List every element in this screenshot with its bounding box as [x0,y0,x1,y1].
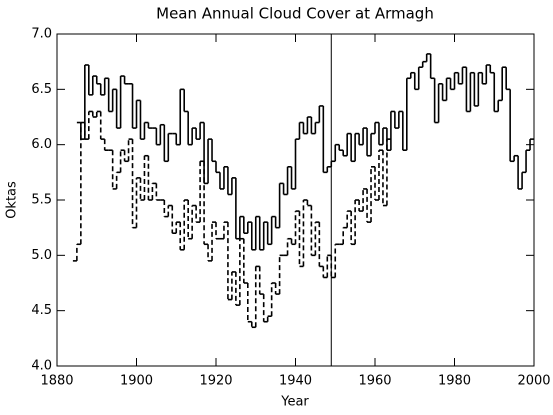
y-tick-label: 7.0 [31,27,52,42]
chart-title: Mean Annual Cloud Cover at Armagh [156,5,434,23]
y-tick-label: 5.5 [31,193,52,208]
x-tick-label: 1880 [40,374,73,389]
y-tick-label: 4.0 [31,359,52,374]
x-tick-label: 1940 [279,374,312,389]
y-tick-label: 5.0 [31,248,52,263]
y-tick-label: 6.5 [31,82,52,97]
y-axis-label: Oktas [5,181,20,219]
x-tick-label: 1960 [358,374,391,389]
x-tick-label: 1980 [438,374,471,389]
y-tick-label: 6.0 [31,137,52,152]
x-tick-label: 1920 [199,374,232,389]
x-tick-label: 2000 [517,374,550,389]
x-axis-label: Year [280,395,309,410]
x-tick-label: 1900 [120,374,153,389]
y-tick-label: 4.5 [31,303,52,318]
